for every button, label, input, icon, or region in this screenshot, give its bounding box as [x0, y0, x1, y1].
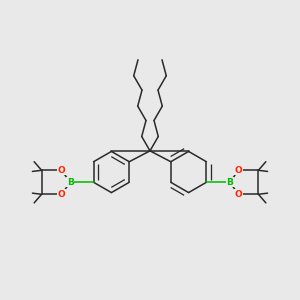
Text: O: O — [58, 166, 65, 175]
Text: O: O — [58, 190, 65, 199]
Text: B: B — [226, 178, 233, 187]
Text: O: O — [235, 166, 242, 175]
Text: O: O — [235, 190, 242, 199]
Text: B: B — [67, 178, 73, 187]
